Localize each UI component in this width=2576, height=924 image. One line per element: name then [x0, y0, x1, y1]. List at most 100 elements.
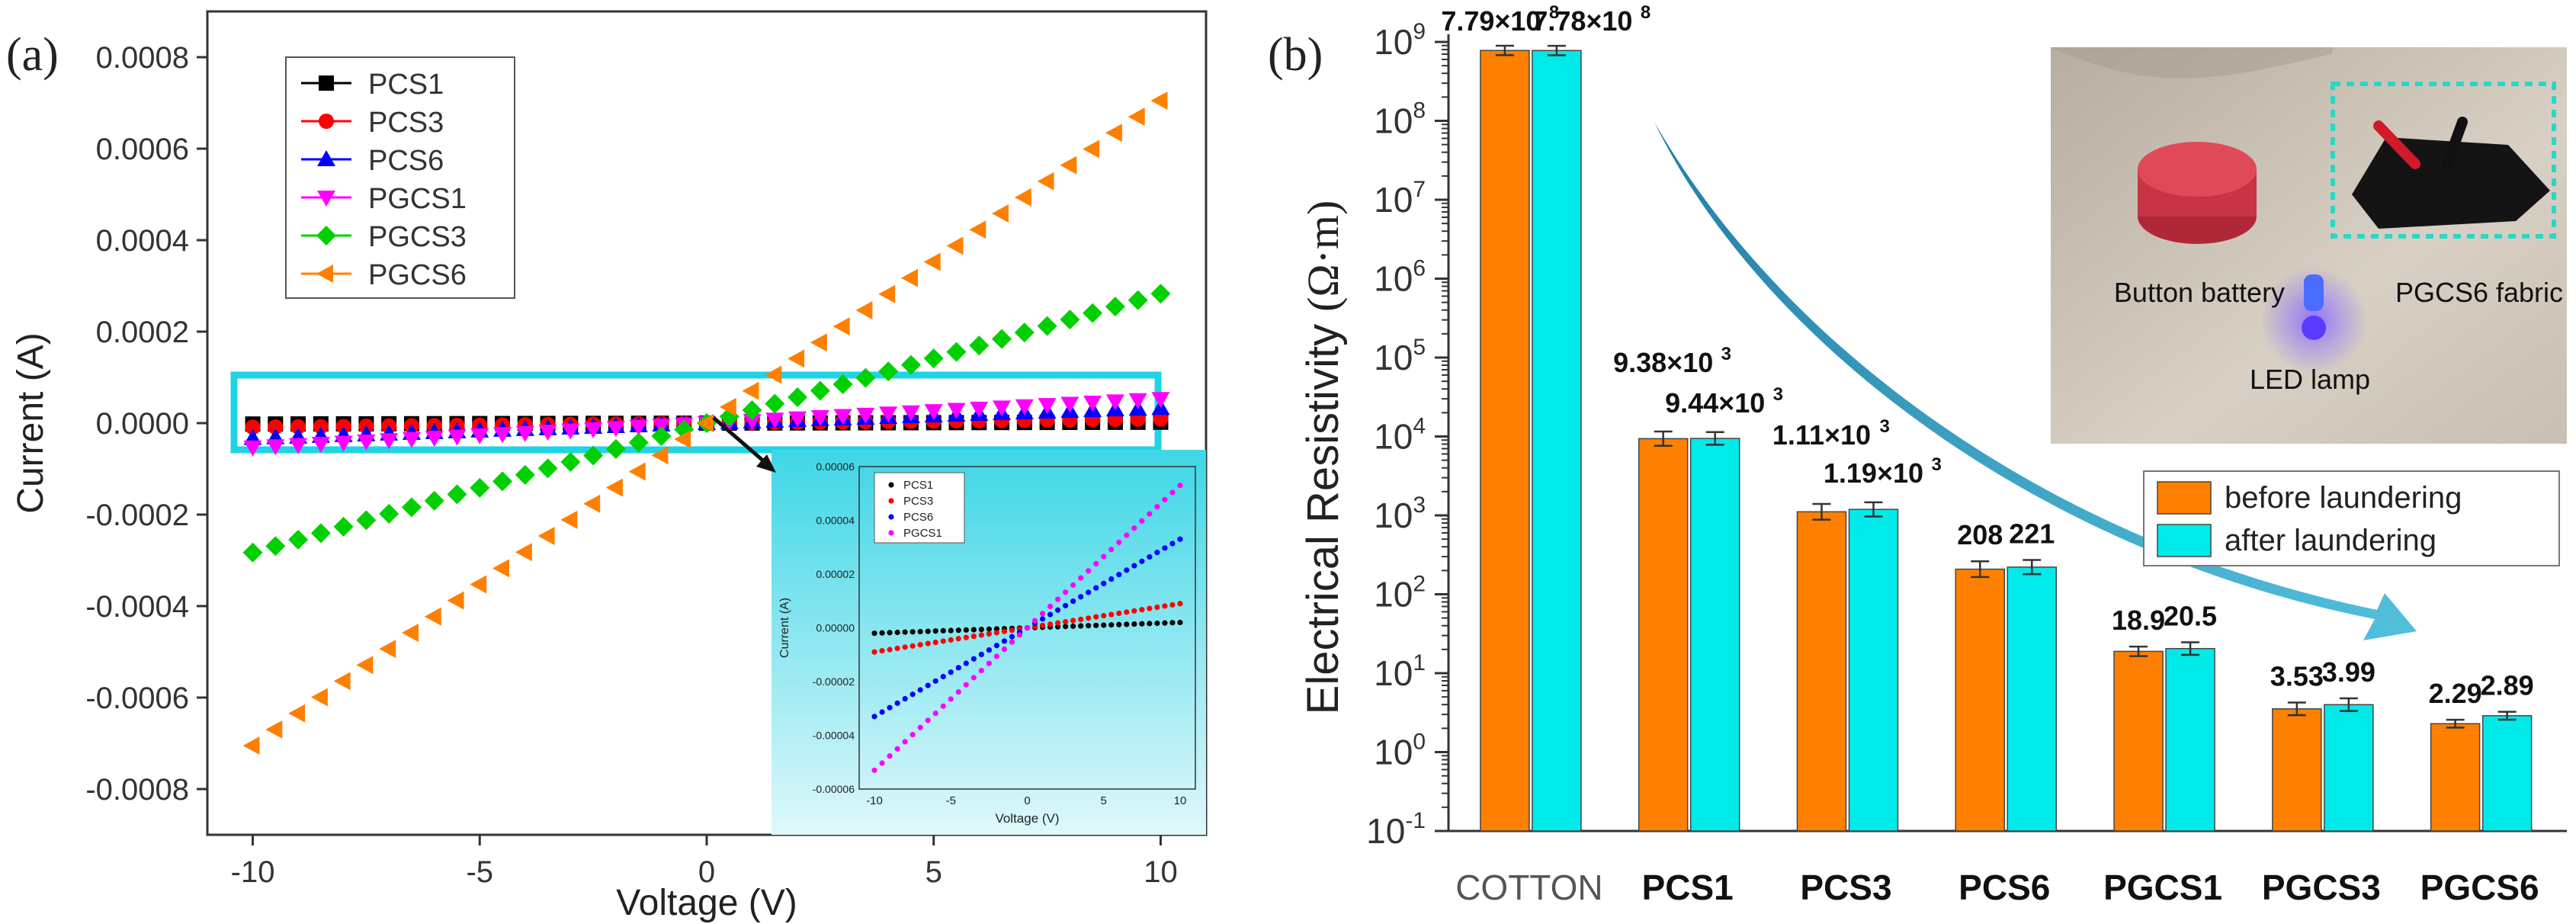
- y-tick-exponent: 0: [1413, 730, 1426, 755]
- data-point: [242, 542, 263, 563]
- inset-legend-swatch: [888, 530, 894, 536]
- inset-point: [932, 710, 938, 717]
- data-point: [515, 543, 532, 562]
- inset-point: [1039, 611, 1046, 617]
- data-point: [742, 400, 762, 421]
- data-point: [1037, 172, 1054, 191]
- inset-x-tick-label: -5: [946, 794, 956, 807]
- inset-point: [1124, 621, 1130, 627]
- data-point: [923, 252, 941, 271]
- inset-point: [986, 630, 992, 637]
- inset-legend-label: PGCS1: [903, 527, 942, 540]
- y-tick-label: 0.0006: [96, 133, 189, 166]
- inset-point: [986, 626, 992, 632]
- inset-point: [1131, 525, 1137, 531]
- data-point: [425, 431, 444, 448]
- inset-legend-label: PCS1: [903, 479, 933, 492]
- inset-point: [1116, 610, 1122, 617]
- inset-y-tick-label: 0.00002: [816, 568, 855, 580]
- inset-point: [1078, 623, 1084, 629]
- inset-point: [1001, 628, 1008, 634]
- inset-point: [1101, 613, 1107, 619]
- battery-icon: [2138, 142, 2257, 244]
- inset-series-pgcs1: [871, 483, 1183, 773]
- data-point: [493, 427, 512, 444]
- inset-point: [894, 700, 900, 706]
- bar-pcs1-after: [1689, 438, 1740, 832]
- inset-point: [993, 630, 1000, 636]
- data-point: [992, 204, 1009, 223]
- data-point: [402, 432, 421, 448]
- category-label: PGCS1: [2103, 868, 2222, 907]
- inset-point: [1054, 596, 1061, 602]
- fabric-highlight-box: [2331, 82, 2556, 239]
- inset-point: [1093, 622, 1099, 628]
- inset-legend-label: PCS3: [903, 495, 933, 508]
- data-point: [947, 403, 966, 419]
- inset-x-tick-label: 10: [1174, 794, 1187, 807]
- inset-point: [1101, 580, 1107, 586]
- data-point: [1105, 297, 1125, 317]
- value-label-exponent: 3: [1721, 344, 1731, 364]
- inset-point: [1009, 634, 1015, 640]
- y-tick-label: 109: [1374, 19, 1426, 62]
- data-point: [719, 397, 736, 416]
- bar-pcs6-after: [2007, 566, 2058, 832]
- inset-point: [1070, 623, 1076, 629]
- inset-point: [940, 627, 946, 634]
- inset-point: [1031, 618, 1038, 624]
- inset-point: [925, 682, 931, 688]
- inset-xlabel: Voltage (V): [995, 811, 1059, 826]
- legend-marker: [317, 150, 335, 166]
- data-point: [788, 411, 807, 428]
- x-tick-label: -10: [231, 855, 275, 889]
- data-point: [561, 423, 580, 440]
- inset-background: [772, 450, 1206, 835]
- inset-point: [1124, 567, 1130, 573]
- inset-point: [1024, 624, 1031, 631]
- data-point: [245, 419, 261, 435]
- inset-point: [1154, 604, 1160, 611]
- inset-point: [887, 753, 893, 759]
- inset-point: [978, 627, 984, 633]
- data-point: [401, 623, 419, 642]
- category-label: PCS6: [1958, 868, 2050, 907]
- y-tick-label: -0.0006: [85, 682, 189, 715]
- data-point: [357, 434, 376, 451]
- x-tick-label: 0: [698, 855, 715, 889]
- inset-point: [963, 634, 969, 640]
- inset-point: [948, 637, 954, 643]
- data-point: [1153, 411, 1169, 427]
- data-point: [242, 736, 260, 755]
- inset-point: [1177, 536, 1183, 542]
- inset-point: [1086, 589, 1092, 595]
- data-point: [537, 458, 558, 479]
- data-point: [265, 536, 286, 557]
- data-point: [1015, 399, 1034, 415]
- y-tick-exponent: 4: [1413, 414, 1426, 439]
- inset-point: [1016, 632, 1023, 638]
- value-label: 208: [1957, 519, 2003, 550]
- data-point: [470, 575, 487, 594]
- legend-swatch: [2157, 481, 2212, 515]
- inset-point: [1108, 547, 1115, 553]
- x-tick-label: 5: [925, 855, 942, 889]
- data-point: [832, 317, 850, 336]
- panel-b-legend: before laundering after laundering: [2143, 470, 2560, 566]
- panel-a-inset: -10 -5 0 5 10 -0.00006 -0.00004 -0.00002 0.00000…: [712, 416, 1206, 835]
- data-point: [1083, 303, 1103, 323]
- data-point: [311, 437, 330, 454]
- inset-point: [940, 703, 946, 709]
- inset-point: [948, 669, 954, 675]
- inset-point: [1108, 622, 1115, 628]
- inset-point: [1078, 575, 1084, 581]
- inset-frame: [858, 466, 1196, 790]
- data-point: [900, 268, 918, 287]
- led-icon: [2260, 267, 2367, 374]
- inset-legend-swatch: [888, 514, 894, 520]
- inset-point: [1147, 553, 1153, 560]
- inset-point: [917, 687, 923, 693]
- data-point: [1150, 91, 1168, 110]
- legend-marker: [319, 75, 334, 91]
